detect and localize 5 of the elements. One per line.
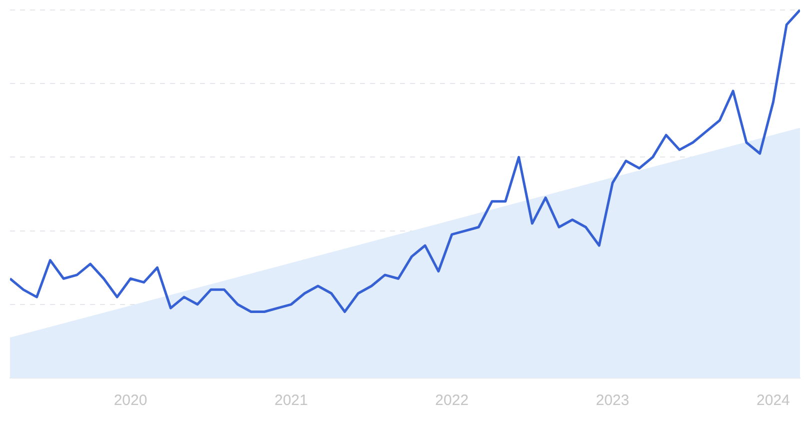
x-tick-label: 2024 bbox=[756, 392, 790, 410]
x-tick-label: 2021 bbox=[274, 392, 308, 410]
x-tick-label: 2022 bbox=[435, 392, 469, 410]
x-tick-label: 2020 bbox=[114, 392, 148, 410]
x-tick-label: 2023 bbox=[596, 392, 630, 410]
